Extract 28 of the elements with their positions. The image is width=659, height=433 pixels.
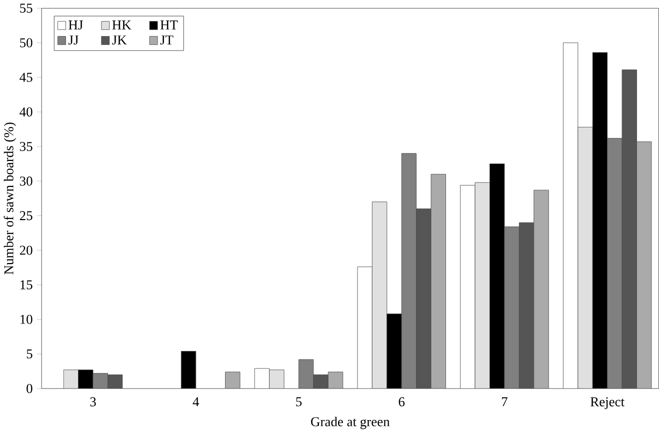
y-tick-label: 30 [20,176,32,186]
y-tick-label: 15 [20,280,32,290]
x-tick-label: 5 [296,397,302,406]
y-axis-title: Number of sawn boards (%) [4,122,16,274]
legend-label: JJ [68,36,78,45]
x-tick-label: 7 [502,397,508,406]
legend-label: JT [160,36,174,45]
y-tick-label: 25 [20,211,32,220]
y-tick-label: 35 [20,142,32,152]
x-tick-label: Reject [590,397,624,410]
legend-label: JK [112,36,127,45]
legend-label: HT [160,20,178,30]
y-tick-label: 55 [20,4,32,13]
x-tick-label: 4 [192,397,200,406]
x-axis-title: Grade at green [311,416,390,430]
x-tick-label: 3 [90,397,96,406]
y-tick-label: 10 [20,314,32,324]
y-tick-label: 0 [26,384,32,394]
y-tick-label: 50 [20,38,32,48]
y-tick-label: 5 [26,350,32,359]
legend-label: HK [112,20,132,30]
x-tick-label: 6 [398,397,405,406]
y-tick-label: 20 [20,246,32,255]
y-tick-label: 40 [20,107,32,117]
bar [180,351,196,389]
legend-label: HJ [68,20,83,30]
y-tick-label: 45 [20,72,32,82]
bar [225,372,240,389]
